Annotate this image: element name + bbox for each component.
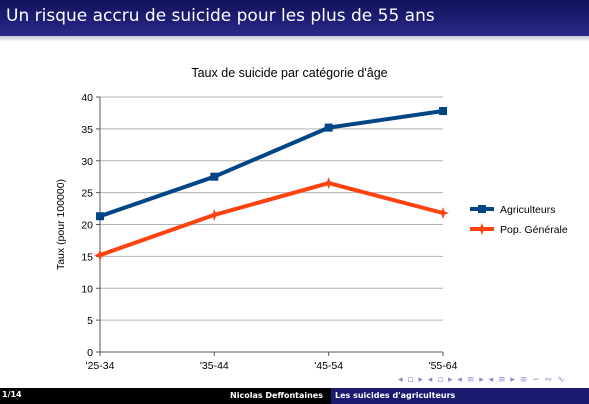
slide-footer: Nicolas Deffontaines 1/14 Les suicides d… xyxy=(0,388,589,404)
x-tick-label: '25-34 xyxy=(86,360,115,372)
data-point-agriculteurs xyxy=(324,123,333,132)
data-point-pop-generale xyxy=(94,249,106,262)
data-point-agriculteurs xyxy=(96,212,104,221)
chart-title: Taux de suicide par catégorie d'âge xyxy=(191,66,387,80)
x-tick-label: '55-64 xyxy=(429,360,458,372)
y-tick-label: 15 xyxy=(81,251,93,263)
y-tick-label: 25 xyxy=(81,188,93,200)
y-tick-label: 0 xyxy=(87,347,93,359)
series-line-2 xyxy=(99,181,444,257)
line-chart: Taux de suicide par catégorie d'âge 0 5 10 1… xyxy=(55,66,568,372)
legend-marker xyxy=(478,205,486,213)
legend-label: Pop. Générale xyxy=(500,224,568,236)
y-tick-label: 5 xyxy=(87,315,93,327)
slide-title: Un risque accru de suicide pour les plus… xyxy=(6,6,435,26)
y-tick-label: 40 xyxy=(81,92,93,104)
data-point-pop-generale xyxy=(208,208,221,221)
footer-author: Nicolas Deffontaines xyxy=(230,391,323,400)
page-number: 1/14 xyxy=(2,390,22,399)
x-tick-label: '45-54 xyxy=(314,360,343,372)
footer-author-box: Nicolas Deffontaines xyxy=(0,388,331,404)
data-point-pop-generale xyxy=(322,177,335,190)
beamer-navigation-icons[interactable]: ◂ ▫ ▸ ◂ ▫ ▸ ◂ ≡ ▸ ◂ ≡ ▸ ≡ ∽ ∾ ∿ xyxy=(398,375,566,385)
data-point-agriculteurs xyxy=(439,107,447,116)
y-tick-label: 35 xyxy=(81,124,93,136)
y-axis-label: Taux (pour 100000) xyxy=(55,179,67,270)
legend-marker xyxy=(476,223,488,235)
x-tick-label: '35-44 xyxy=(200,360,229,372)
footer-title-box: Les suicides d'agriculteurs xyxy=(331,388,589,404)
data-point-agriculteurs xyxy=(210,172,219,181)
y-tick-label: 10 xyxy=(81,283,93,295)
y-tick-label: 20 xyxy=(81,220,93,232)
legend-label: Agriculteurs xyxy=(500,204,555,216)
footer-short-title: Les suicides d'agriculteurs xyxy=(335,391,456,400)
y-tick-label: 30 xyxy=(81,156,93,168)
data-point-pop-generale xyxy=(437,207,449,219)
title-shadow xyxy=(0,36,589,42)
slide-title-bar: Un risque accru de suicide pour les plus… xyxy=(0,0,589,36)
series-line-1 xyxy=(99,109,444,219)
